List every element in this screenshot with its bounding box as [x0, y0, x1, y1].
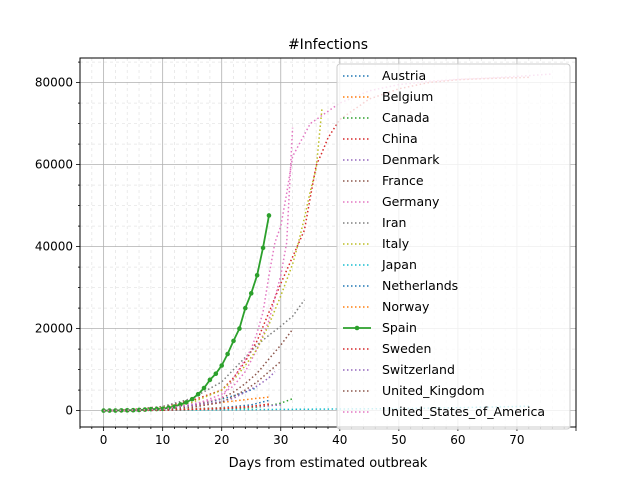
series-line-italy [103, 107, 323, 412]
series-point-spain [248, 291, 254, 296]
legend-label-spain: Spain [382, 320, 417, 335]
x-tick-label: 60 [450, 433, 465, 447]
series-point-spain [201, 385, 207, 391]
series-point-spain [130, 407, 136, 413]
series-point-spain [195, 391, 201, 397]
series-point-spain [207, 377, 213, 383]
legend-label-germany: Germany [382, 194, 440, 209]
legend-label-iran: Iran [382, 215, 406, 230]
y-tick-label: 0 [65, 404, 73, 418]
x-tick-label: 70 [509, 433, 524, 447]
series-point-spain [225, 351, 230, 357]
x-tick-label: 30 [273, 433, 288, 447]
y-tick-label: 20000 [35, 322, 73, 336]
legend-label-japan: Japan [381, 257, 417, 272]
legend-label-switzerland: Switzerland [382, 362, 455, 377]
series-point-spain [231, 338, 236, 344]
legend: Austria Belgium Canada China Denmark France Ge… [336, 63, 571, 430]
legend-label-china: China [382, 131, 418, 146]
series-point-spain [107, 408, 112, 413]
legend-label-sweden: Sweden [382, 341, 431, 356]
legend-label-united-states-of-america: United_States_of_America [382, 404, 545, 419]
chart-title: #Infections [288, 37, 368, 53]
series-point-spain [124, 408, 130, 413]
legend-marker-spain [354, 325, 360, 331]
legend-label-united-kingdom: United_Kingdom [382, 383, 485, 398]
x-tick-label: 10 [155, 433, 170, 447]
series-point-spain [183, 400, 189, 405]
legend-label-canada: Canada [382, 110, 430, 125]
x-tick-label: 0 [100, 433, 108, 447]
legend-label-italy: Italy [382, 236, 410, 251]
y-tick-label: 60000 [35, 158, 73, 172]
x-tick-label: 50 [391, 433, 406, 447]
series-point-spain [213, 371, 219, 377]
series-point-spain [119, 408, 124, 413]
y-tick-label: 40000 [35, 240, 73, 254]
series-point-spain [243, 305, 248, 311]
series-point-spain [219, 363, 225, 368]
legend-label-austria: Austria [382, 68, 426, 83]
x-axis-label: Days from estimated outbreak [229, 456, 428, 471]
x-tick-label: 40 [332, 433, 347, 447]
legend-box [336, 63, 571, 430]
y-tick-label: 80000 [35, 76, 73, 90]
series-point-spain [266, 213, 272, 218]
series-point-spain [189, 396, 195, 402]
series-line-austria [103, 386, 258, 412]
series-point-spain [254, 273, 260, 278]
series-point-spain [136, 407, 142, 413]
legend-label-denmark: Denmark [382, 152, 440, 167]
x-tick-label: 20 [214, 433, 229, 447]
legend-label-norway: Norway [382, 299, 430, 314]
series-line-iran [103, 299, 306, 412]
legend-label-belgium: Belgium [382, 89, 433, 104]
series-line-germany [103, 127, 294, 412]
series-point-spain [260, 245, 266, 251]
series-point-spain [237, 326, 242, 331]
legend-label-netherlands: Netherlands [382, 278, 458, 293]
series-point-spain [113, 408, 118, 413]
legend-label-france: France [382, 173, 424, 188]
